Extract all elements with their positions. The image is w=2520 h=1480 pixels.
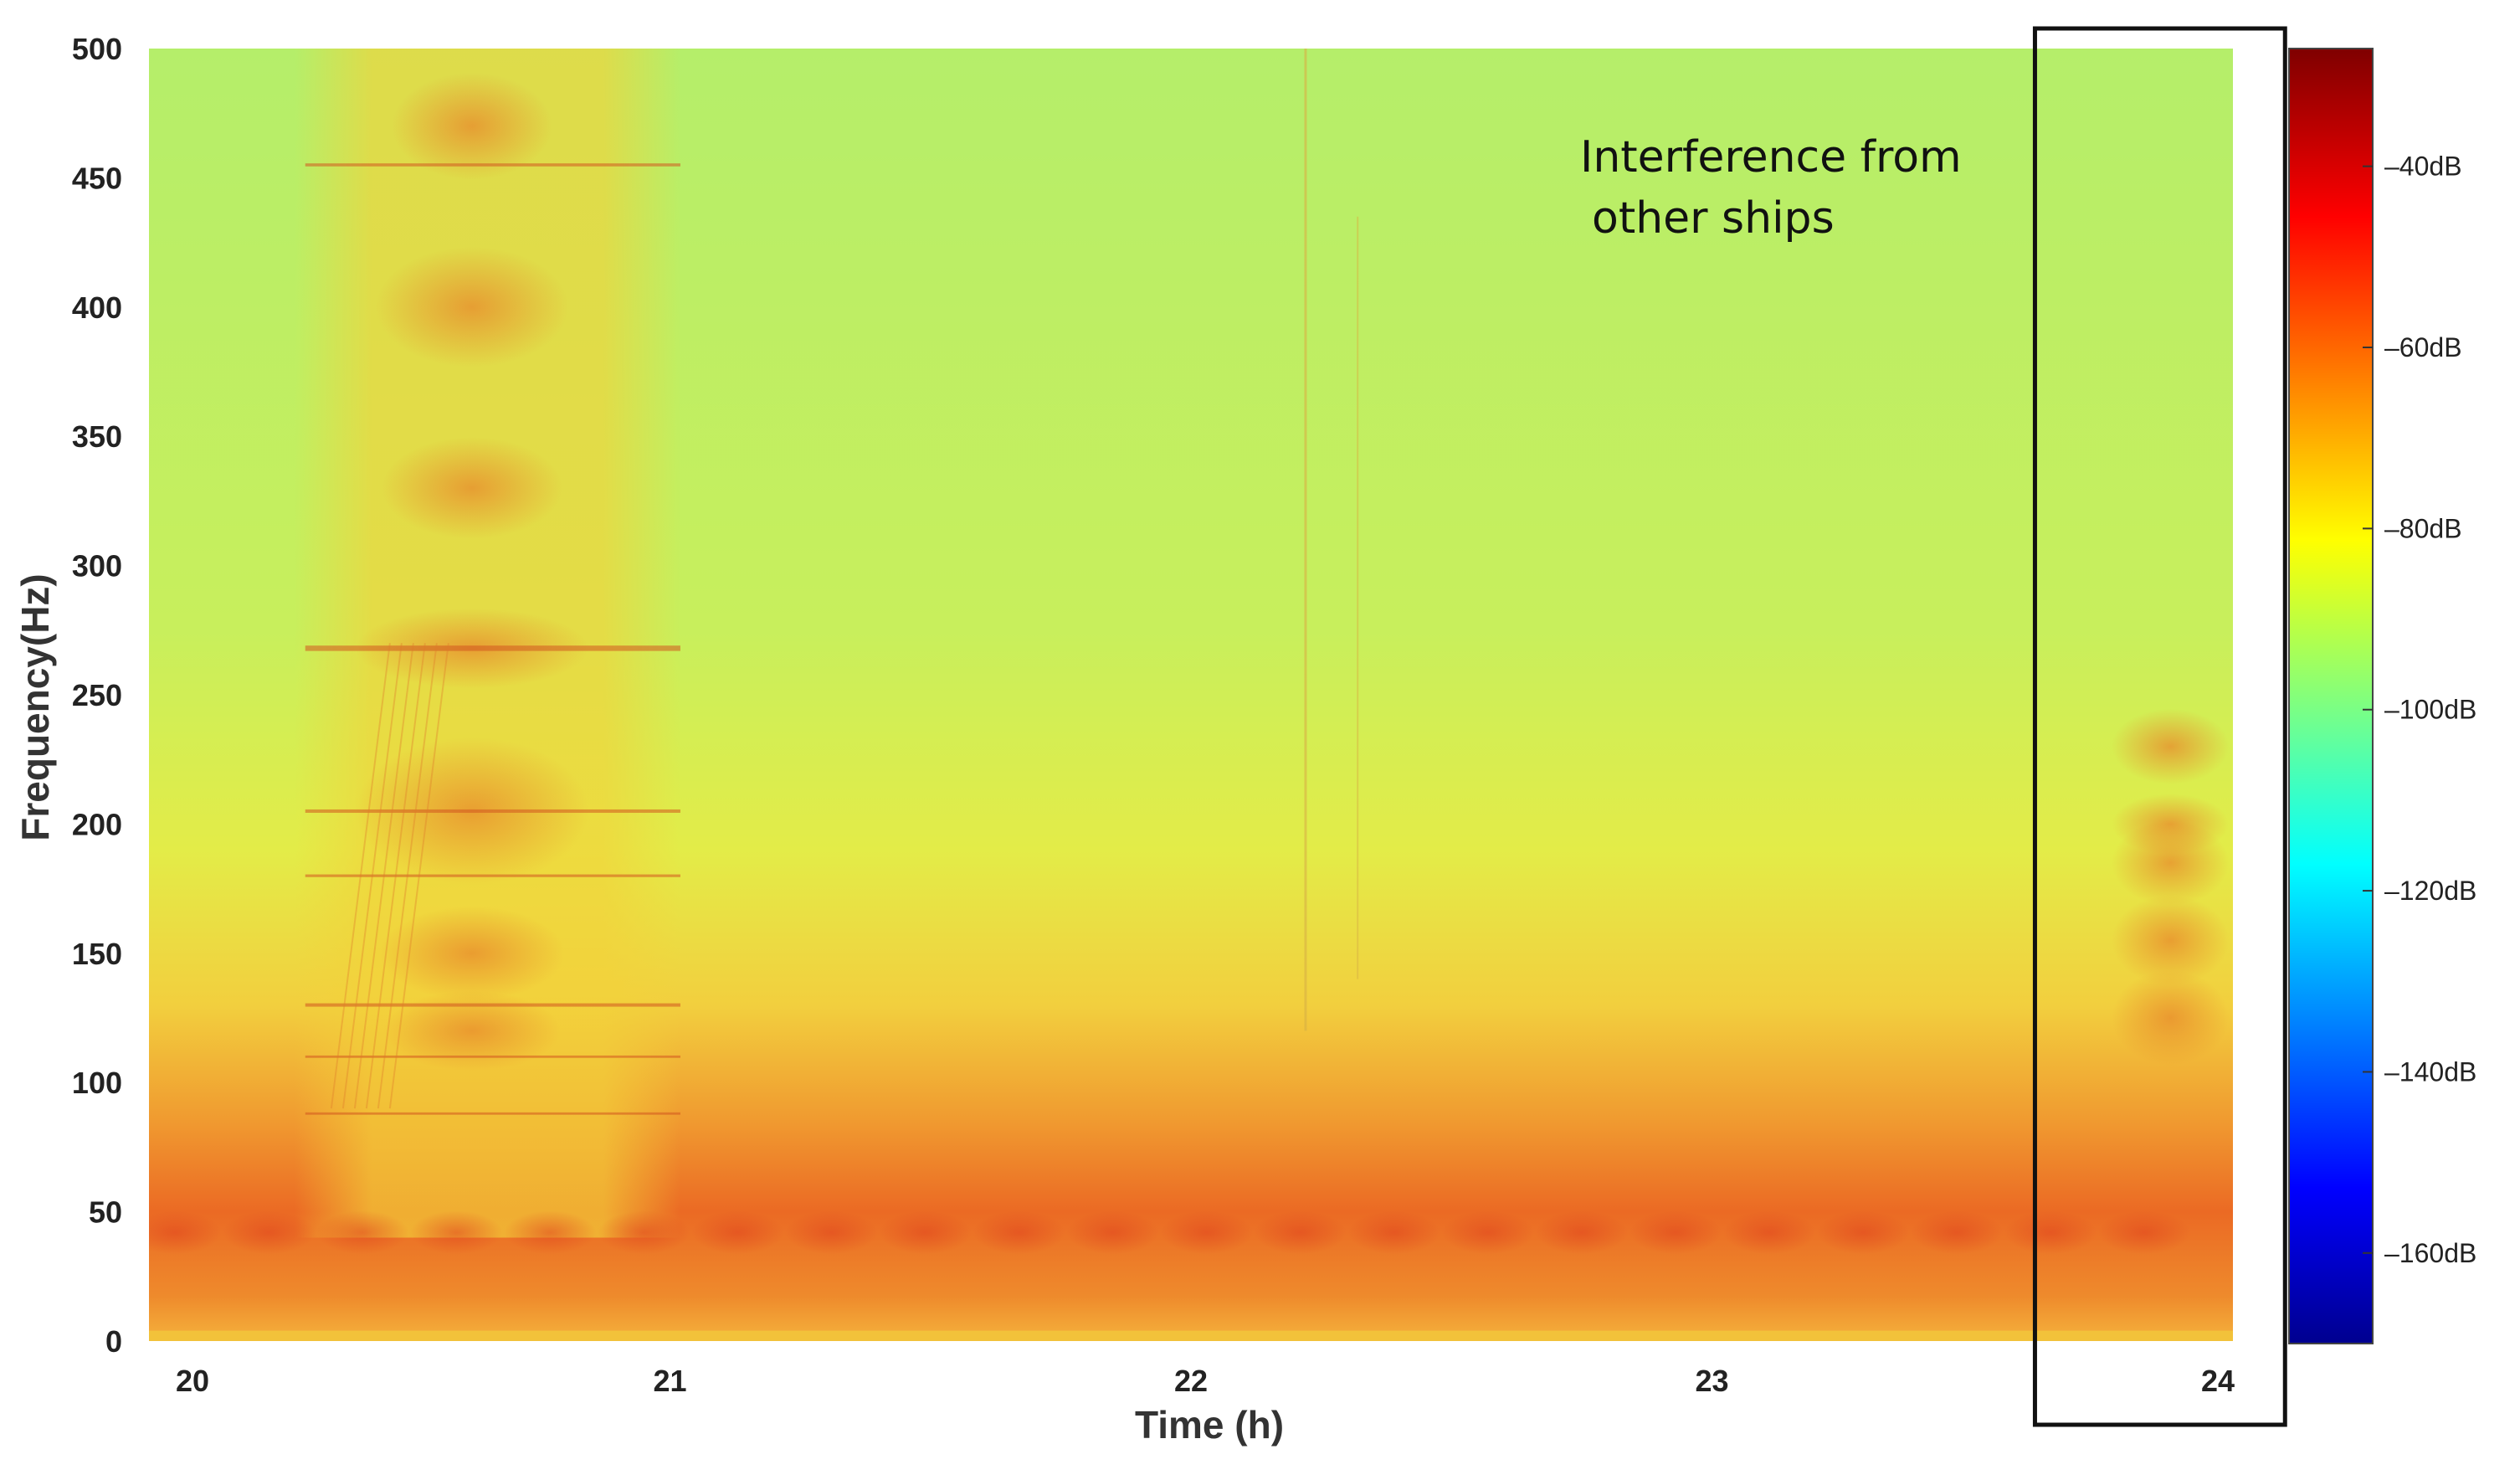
y-tick-label: 350 [72, 419, 122, 454]
noise-band-blob [1254, 1210, 1347, 1255]
colorbar-gradient [2288, 48, 2374, 1344]
y-axis-ticks: 0 50 100 150 200 250 300 350 400 450 500 [72, 32, 122, 1359]
interference-blob [2112, 970, 2230, 1066]
noise-band-blob [1347, 1210, 1440, 1255]
noise-band-blob [1629, 1210, 1722, 1255]
x-axis-title: Time (h) [1135, 1403, 1284, 1447]
spectrogram-plot [149, 49, 2233, 1341]
doppler-streak [341, 643, 403, 1109]
y-tick-label: 150 [72, 937, 122, 971]
colorbar-tick-label: –60dB [2384, 332, 2462, 362]
x-tick-label: 21 [653, 1364, 686, 1398]
ship-harmonic-blob [391, 72, 552, 180]
y-tick-label: 0 [105, 1324, 122, 1359]
noise-band-blob [223, 1210, 316, 1255]
noise-band-blob [1911, 1210, 2004, 1255]
harmonic-line [305, 163, 680, 167]
noise-band-blob [1817, 1210, 1910, 1255]
doppler-streak [388, 643, 449, 1109]
y-tick-label: 250 [72, 678, 122, 712]
noise-band-blob [149, 1210, 222, 1255]
ship-harmonic-blob [379, 906, 565, 1000]
interference-blob [2112, 895, 2230, 986]
colorbar-tick-label: –100dB [2384, 695, 2476, 725]
x-tick-label: 24 [2201, 1364, 2235, 1398]
y-tick-label: 500 [72, 32, 122, 66]
colorbar-tick-label: –80dB [2384, 513, 2462, 543]
y-tick-label: 200 [72, 807, 122, 841]
doppler-streak [365, 643, 426, 1109]
colorbar-tick-label: –40dB [2384, 152, 2462, 182]
noise-band-blob [1722, 1210, 1815, 1255]
doppler-streak [353, 643, 414, 1109]
harmonic-line [305, 1003, 680, 1007]
x-tick-label: 23 [1695, 1364, 1728, 1398]
colorbar-tick-label: –120dB [2384, 876, 2476, 906]
noise-band-blob [316, 1210, 409, 1255]
harmonic-line [305, 1112, 680, 1115]
harmonic-line [305, 809, 680, 813]
interference-blob [2112, 794, 2230, 855]
y-tick-label: 450 [72, 161, 122, 195]
noise-band-blob [2098, 1210, 2191, 1255]
baseline-band [149, 1330, 2233, 1341]
annotation-line-2: other ships [1592, 193, 1835, 244]
colorbar-tick-label: –160dB [2384, 1238, 2476, 1268]
interference-blob [2112, 708, 2230, 784]
y-axis-title: Frequency(Hz) [13, 573, 57, 840]
y-tick-label: 50 [89, 1195, 122, 1230]
doppler-streak [330, 643, 391, 1109]
x-axis-ticks: 20 21 22 23 24 [176, 1364, 2235, 1398]
x-tick-label: 20 [176, 1364, 209, 1398]
colorbar [2288, 48, 2374, 1344]
doppler-streak [377, 643, 438, 1109]
noise-band-blob [2004, 1210, 2097, 1255]
noise-band-blob [1066, 1210, 1159, 1255]
noise-band-blob [785, 1210, 878, 1255]
noise-band-blob [691, 1210, 784, 1255]
noise-band-blob [1535, 1210, 1628, 1255]
y-tick-label: 300 [72, 549, 122, 583]
ship-harmonic-blob [375, 246, 569, 367]
x-tick-label: 22 [1174, 1364, 1208, 1398]
y-tick-label: 100 [72, 1066, 122, 1100]
colorbar-tick-label: –140dB [2384, 1056, 2476, 1087]
noise-band-blob [879, 1210, 972, 1255]
harmonic-line [305, 645, 680, 651]
noise-band-blob [598, 1210, 690, 1255]
noise-band-blob [504, 1210, 597, 1255]
annotation-line-1: Interference from [1580, 132, 1962, 182]
y-tick-label: 400 [72, 290, 122, 325]
ship-harmonic-blob [383, 990, 561, 1071]
ship-harmonic-blob [381, 437, 562, 539]
noise-band-blob [1441, 1210, 1534, 1255]
interference-box [2032, 26, 2287, 1427]
noise-band-blob [410, 1210, 503, 1255]
harmonic-line [305, 874, 680, 877]
noise-band-blob [973, 1210, 1065, 1255]
harmonic-line [305, 1055, 680, 1058]
colorbar-ticks: –40dB –60dB –80dB –100dB –120dB –140dB –160dB [2363, 152, 2476, 1268]
noise-band-blob [1160, 1210, 1253, 1255]
